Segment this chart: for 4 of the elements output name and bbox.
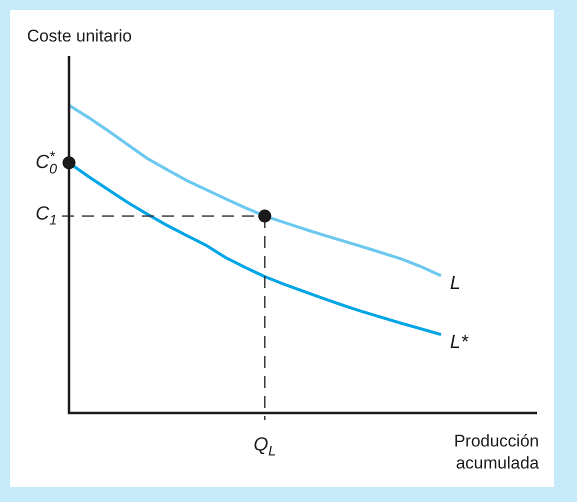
series-label: L*: [450, 332, 469, 353]
x-axis-title: Producción acumulada: [454, 432, 540, 473]
y-axis-title: Coste unitario: [27, 26, 132, 46]
series-label: L: [450, 273, 461, 294]
